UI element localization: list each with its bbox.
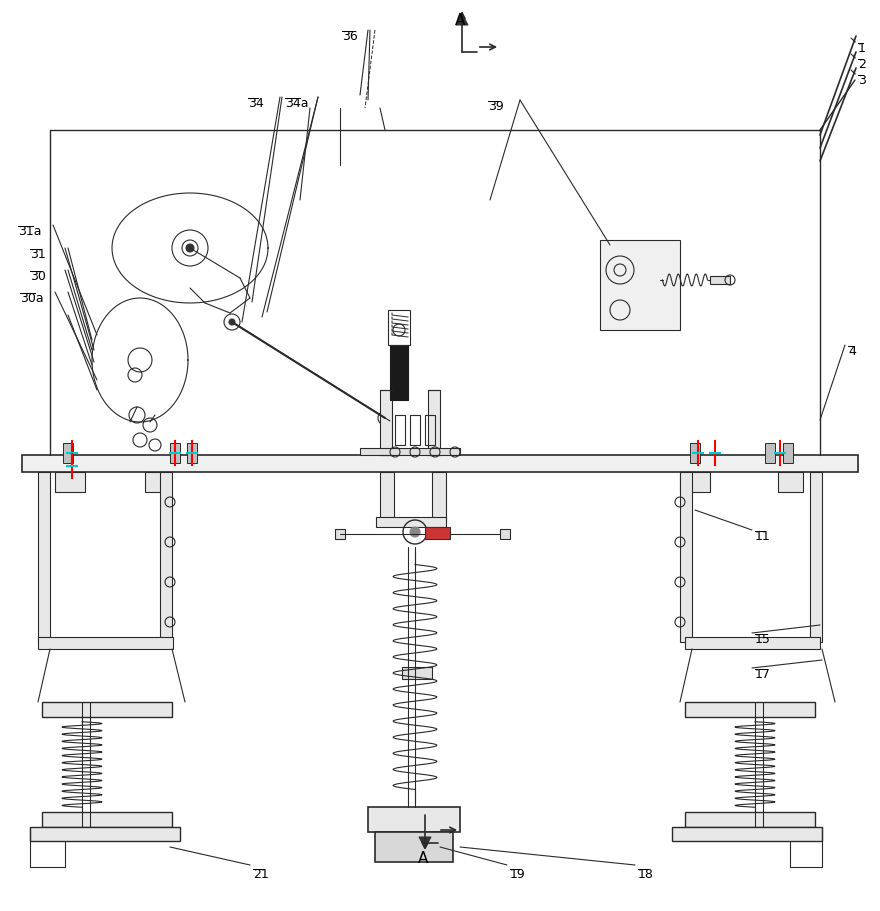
Bar	[600, 240, 680, 330]
Text: A: A	[455, 13, 466, 28]
Bar	[428, 390, 440, 455]
Bar	[63, 443, 73, 463]
Bar	[500, 529, 510, 539]
Bar	[380, 472, 394, 522]
Bar	[42, 812, 172, 827]
Text: 34: 34	[248, 97, 264, 110]
Bar	[360, 448, 460, 455]
Bar	[55, 472, 85, 492]
Text: 17: 17	[755, 668, 771, 681]
Circle shape	[186, 244, 194, 252]
Bar	[380, 390, 392, 455]
Bar	[425, 527, 450, 539]
Text: 39: 39	[488, 100, 503, 113]
Text: 4: 4	[848, 345, 856, 358]
Bar	[42, 702, 172, 717]
Bar	[170, 443, 180, 463]
Circle shape	[229, 319, 235, 325]
Bar	[38, 472, 50, 642]
Text: 11: 11	[755, 530, 771, 543]
Bar	[145, 472, 170, 492]
Bar	[388, 310, 410, 345]
Bar	[368, 807, 460, 832]
Bar	[765, 443, 775, 463]
Text: 31a: 31a	[18, 225, 41, 238]
Bar	[187, 443, 197, 463]
Bar	[783, 443, 793, 463]
Text: 3: 3	[858, 74, 866, 87]
Bar	[432, 472, 446, 522]
Text: 1: 1	[858, 42, 866, 55]
Bar	[22, 455, 858, 472]
Bar	[685, 702, 815, 717]
Bar	[335, 529, 345, 539]
Text: 31: 31	[30, 248, 46, 261]
Bar	[680, 472, 692, 642]
Text: 19: 19	[510, 868, 525, 881]
Text: 36: 36	[342, 30, 358, 43]
Bar	[685, 637, 820, 649]
Bar	[402, 667, 432, 679]
Bar	[690, 443, 700, 463]
Polygon shape	[419, 837, 431, 848]
Bar	[30, 827, 180, 841]
Bar	[38, 637, 173, 649]
Bar	[375, 832, 453, 862]
Text: 2: 2	[858, 58, 866, 71]
Text: 21: 21	[253, 868, 268, 881]
Text: A: A	[418, 851, 429, 866]
Bar	[672, 827, 822, 841]
Bar	[710, 276, 730, 284]
Text: 30a: 30a	[20, 292, 44, 305]
Circle shape	[410, 527, 420, 537]
Bar	[410, 415, 420, 445]
Bar	[425, 415, 435, 445]
Text: 30: 30	[30, 270, 46, 283]
Bar	[685, 812, 815, 827]
Bar	[395, 415, 405, 445]
Bar	[778, 472, 803, 492]
Text: 15: 15	[755, 633, 771, 646]
Bar	[160, 472, 172, 642]
Bar	[810, 472, 822, 642]
Text: 34a: 34a	[285, 97, 309, 110]
Bar	[390, 345, 408, 400]
Text: 18: 18	[638, 868, 654, 881]
Bar	[376, 517, 446, 527]
Bar	[680, 472, 710, 492]
Polygon shape	[456, 14, 468, 25]
